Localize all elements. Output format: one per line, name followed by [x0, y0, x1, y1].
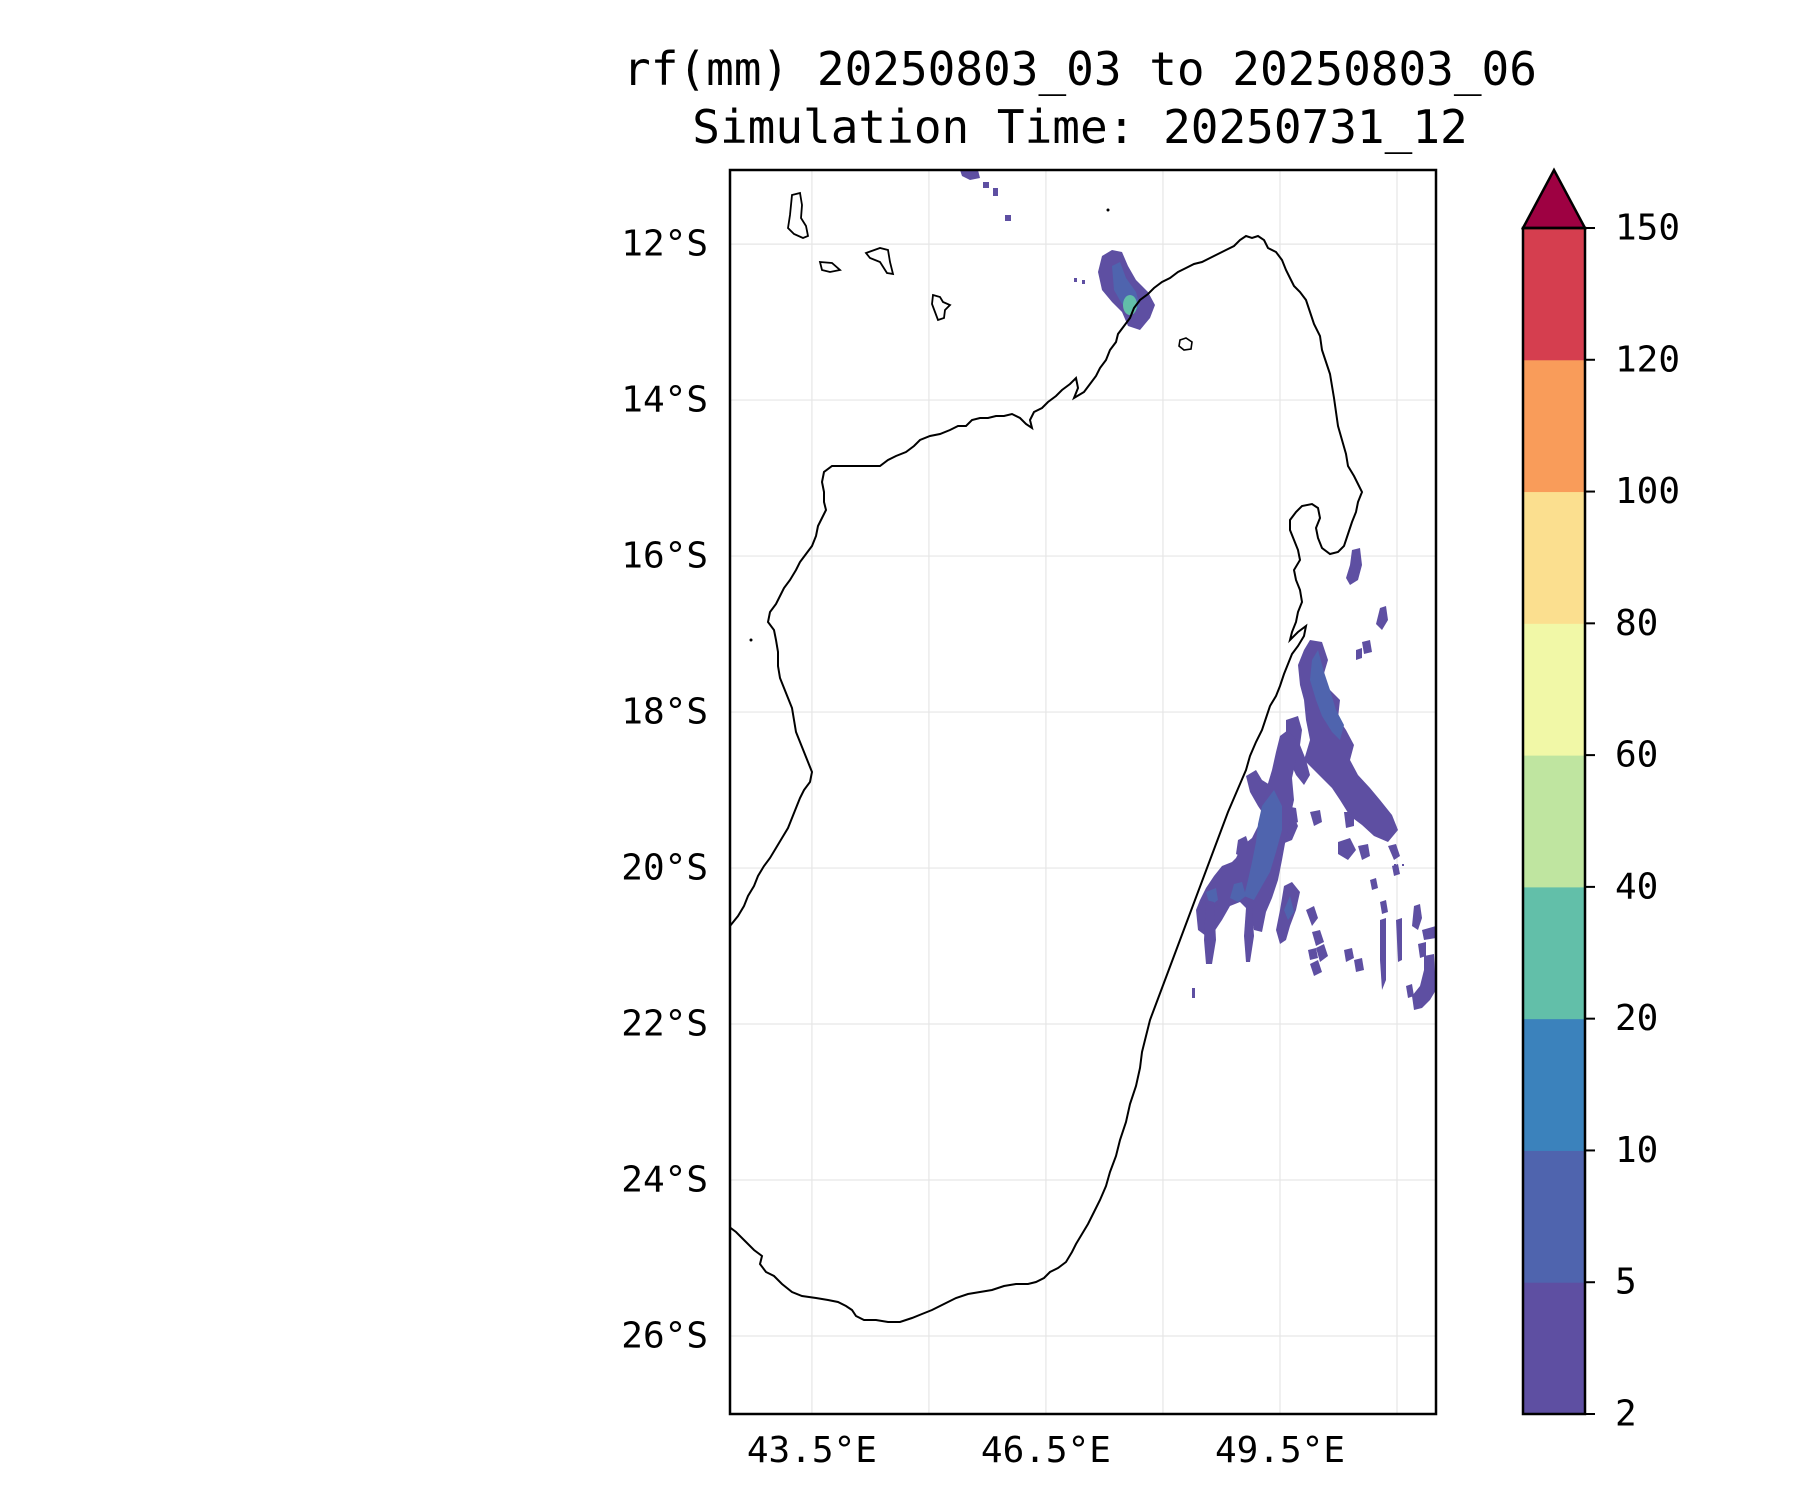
- lon-tick-label: 49.5°E: [1215, 1430, 1345, 1471]
- lat-tick-label: 14°S: [621, 380, 708, 421]
- lat-tick-label: 12°S: [621, 224, 708, 265]
- coastline-madagascar: [730, 234, 1364, 1323]
- colorbar-tick-label: 100: [1615, 471, 1680, 512]
- island-grande-comore: [787, 191, 810, 239]
- rain-band-southeast-coast: [1196, 730, 1324, 964]
- colorbar-segment: [1523, 491, 1585, 624]
- lat-tick-label: 22°S: [621, 1004, 708, 1045]
- colorbar-tick-label: 120: [1615, 339, 1680, 380]
- colorbar-segment: [1523, 1282, 1585, 1415]
- lat-tick-label: 26°S: [621, 1316, 708, 1357]
- islet-nosy-be: [1178, 337, 1193, 351]
- colorbar-segment: [1523, 359, 1585, 493]
- rainfall-contours: [960, 170, 1436, 1010]
- colorbar-tick-label: 10: [1615, 1130, 1658, 1171]
- lon-tick-label: 43.5°E: [747, 1430, 877, 1471]
- latitude-labels: 12°S 14°S 16°S 18°S 20°S 22°S 24°S 26°S: [621, 224, 708, 1357]
- colorbar-tick-label: 40: [1615, 866, 1658, 907]
- lat-tick-label: 16°S: [621, 536, 708, 577]
- map-subtitle: Simulation Time: 20250731_12: [692, 100, 1468, 154]
- colorbar-segment: [1523, 755, 1585, 888]
- rain-cell-top-edge: [960, 170, 1011, 221]
- island-moheli: [818, 260, 842, 273]
- colorbar-segment: [1523, 886, 1585, 1020]
- lat-tick-label: 24°S: [621, 1160, 708, 1201]
- island-mayotte: [931, 293, 952, 322]
- colorbar-tick-label: 60: [1615, 735, 1658, 776]
- longitude-labels: 43.5°E 46.5°E 49.5°E: [747, 1430, 1345, 1471]
- colorbar-extend-arrow: [1520, 167, 1588, 230]
- lon-tick-label: 46.5°E: [981, 1430, 1111, 1471]
- colorbar-segment: [1523, 228, 1585, 361]
- colorbar: 2 5 10 20 40 60 80 100 120 150: [1520, 167, 1680, 1435]
- colorbar-tick-label: 20: [1615, 998, 1658, 1039]
- map-title: rf(mm) 20250803_03 to 20250803_06: [623, 42, 1537, 96]
- island-anjouan: [864, 247, 895, 276]
- rain-cell-northwest-sea: [1074, 250, 1155, 330]
- map-frame: [728, 168, 1438, 1416]
- islet-dot: [1106, 208, 1110, 212]
- islet-dot: [749, 638, 753, 642]
- colorbar-tick-label: 150: [1615, 208, 1680, 249]
- map-layer: [730, 170, 1436, 1323]
- colorbar-frame: [1521, 226, 1587, 1416]
- colorbar-tick-label: 5: [1615, 1262, 1637, 1303]
- lat-tick-label: 20°S: [621, 848, 708, 889]
- colorbar-segment: [1523, 1150, 1585, 1283]
- lat-tick-label: 18°S: [621, 692, 708, 733]
- colorbar-tick-label: 2: [1615, 1394, 1637, 1435]
- rain-streaks-northeast: [1346, 548, 1388, 660]
- colorbar-tick-label: 80: [1615, 603, 1658, 644]
- colorbar-segment: [1523, 623, 1585, 756]
- rain-scatter-southeast: [1192, 900, 1436, 1010]
- map-gridlines: [730, 170, 1436, 1414]
- colorbar-segment: [1523, 1018, 1585, 1151]
